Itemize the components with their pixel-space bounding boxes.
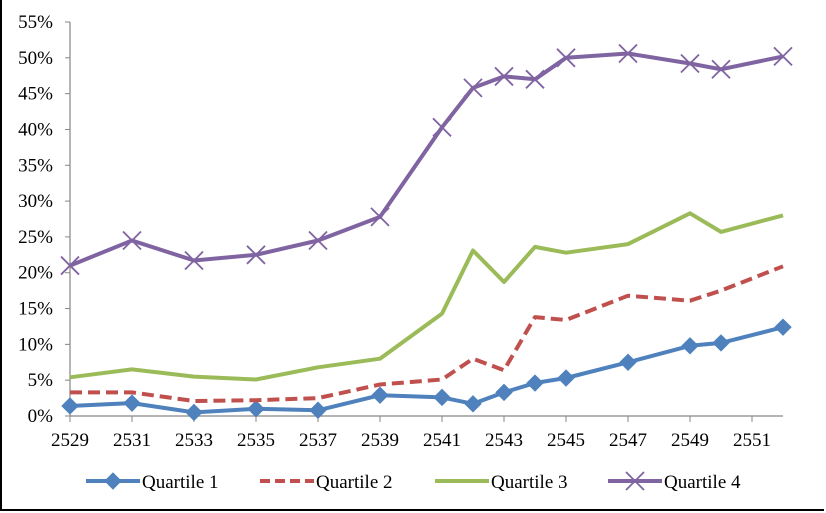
x-tick-label: 2529 [51,430,89,451]
legend-item-quartile-4: Quartile 4 [608,471,741,493]
y-tick-label: 15% [18,299,53,320]
data-point [494,66,514,87]
data-point [185,403,203,422]
y-tick-label: 0% [28,406,54,427]
data-point [432,117,452,137]
x-tick-label: 2543 [485,430,523,451]
series-quartile-2 [70,264,784,403]
x-tick-label: 2551 [733,430,771,451]
legend-marker [625,471,645,491]
data-point [184,250,204,271]
data-point [464,395,482,413]
y-tick-label: 55% [18,12,53,33]
y-tick-label: 5% [28,370,54,391]
y-tick-label: 20% [18,263,53,284]
data-point [556,48,576,68]
series-quartile-1 [61,318,792,422]
y-tick-label: 35% [18,155,53,176]
data-point [246,245,266,265]
y-tick-label: 30% [18,191,53,212]
legend-marker [104,472,122,490]
data-point [123,394,141,412]
x-tick-label: 2531 [113,430,151,451]
data-point [525,69,545,89]
x-tick-label: 2545 [547,430,585,451]
x-tick-label: 2535 [237,430,275,451]
legend: Quartile 1 Quartile 2 Quartile 3 Quartile 4 [86,471,741,493]
y-tick-label: 45% [18,84,53,105]
x-tick-label: 2537 [299,430,337,451]
data-point [463,78,483,98]
legend-item-quartile-1: Quartile 1 [86,472,219,493]
y-tick-label: 50% [18,48,53,69]
y-tick-label: 25% [18,227,53,248]
data-point [495,383,513,402]
data-point [370,207,390,227]
legend-label: Quartile 2 [316,472,393,493]
legend-item-quartile-2: Quartile 2 [260,472,393,493]
data-point [680,53,700,74]
series-line [69,325,784,415]
x-tick-label: 2533 [175,430,213,451]
data-point [60,255,80,276]
data-point [247,400,265,418]
data-point [122,230,142,251]
data-point [309,401,327,419]
data-point [61,397,79,415]
data-point [619,353,637,371]
data-point [371,386,389,404]
x-tick-label: 2547 [609,430,647,451]
series-layer [60,43,793,422]
x-tick-label: 2539 [361,430,399,451]
series-line [69,51,784,268]
legend-label: Quartile 3 [491,472,568,493]
data-point [712,334,730,352]
axes: 0% 5% 10% 15% 20% 25% 30% 35% 40% 45% 50% 55% 2529 25… [18,12,783,451]
data-point [526,374,544,392]
series-line [70,264,784,403]
data-point [774,318,792,336]
data-point [557,369,575,387]
data-point [618,43,638,64]
y-tick-label: 10% [18,334,53,355]
x-tick-label: 2549 [671,430,709,451]
legend-label: Quartile 1 [142,472,219,493]
data-point [308,230,328,251]
data-point [433,388,451,407]
legend-item-quartile-3: Quartile 3 [435,472,568,493]
data-point [681,337,699,355]
series-line [69,211,784,382]
x-tick-label: 2541 [423,430,461,451]
data-point [773,46,793,67]
series-quartile-4 [60,43,793,276]
legend-label: Quartile 4 [664,472,741,493]
data-point [711,59,731,79]
series-quartile-3 [69,211,784,382]
y-tick-label: 40% [18,119,53,140]
